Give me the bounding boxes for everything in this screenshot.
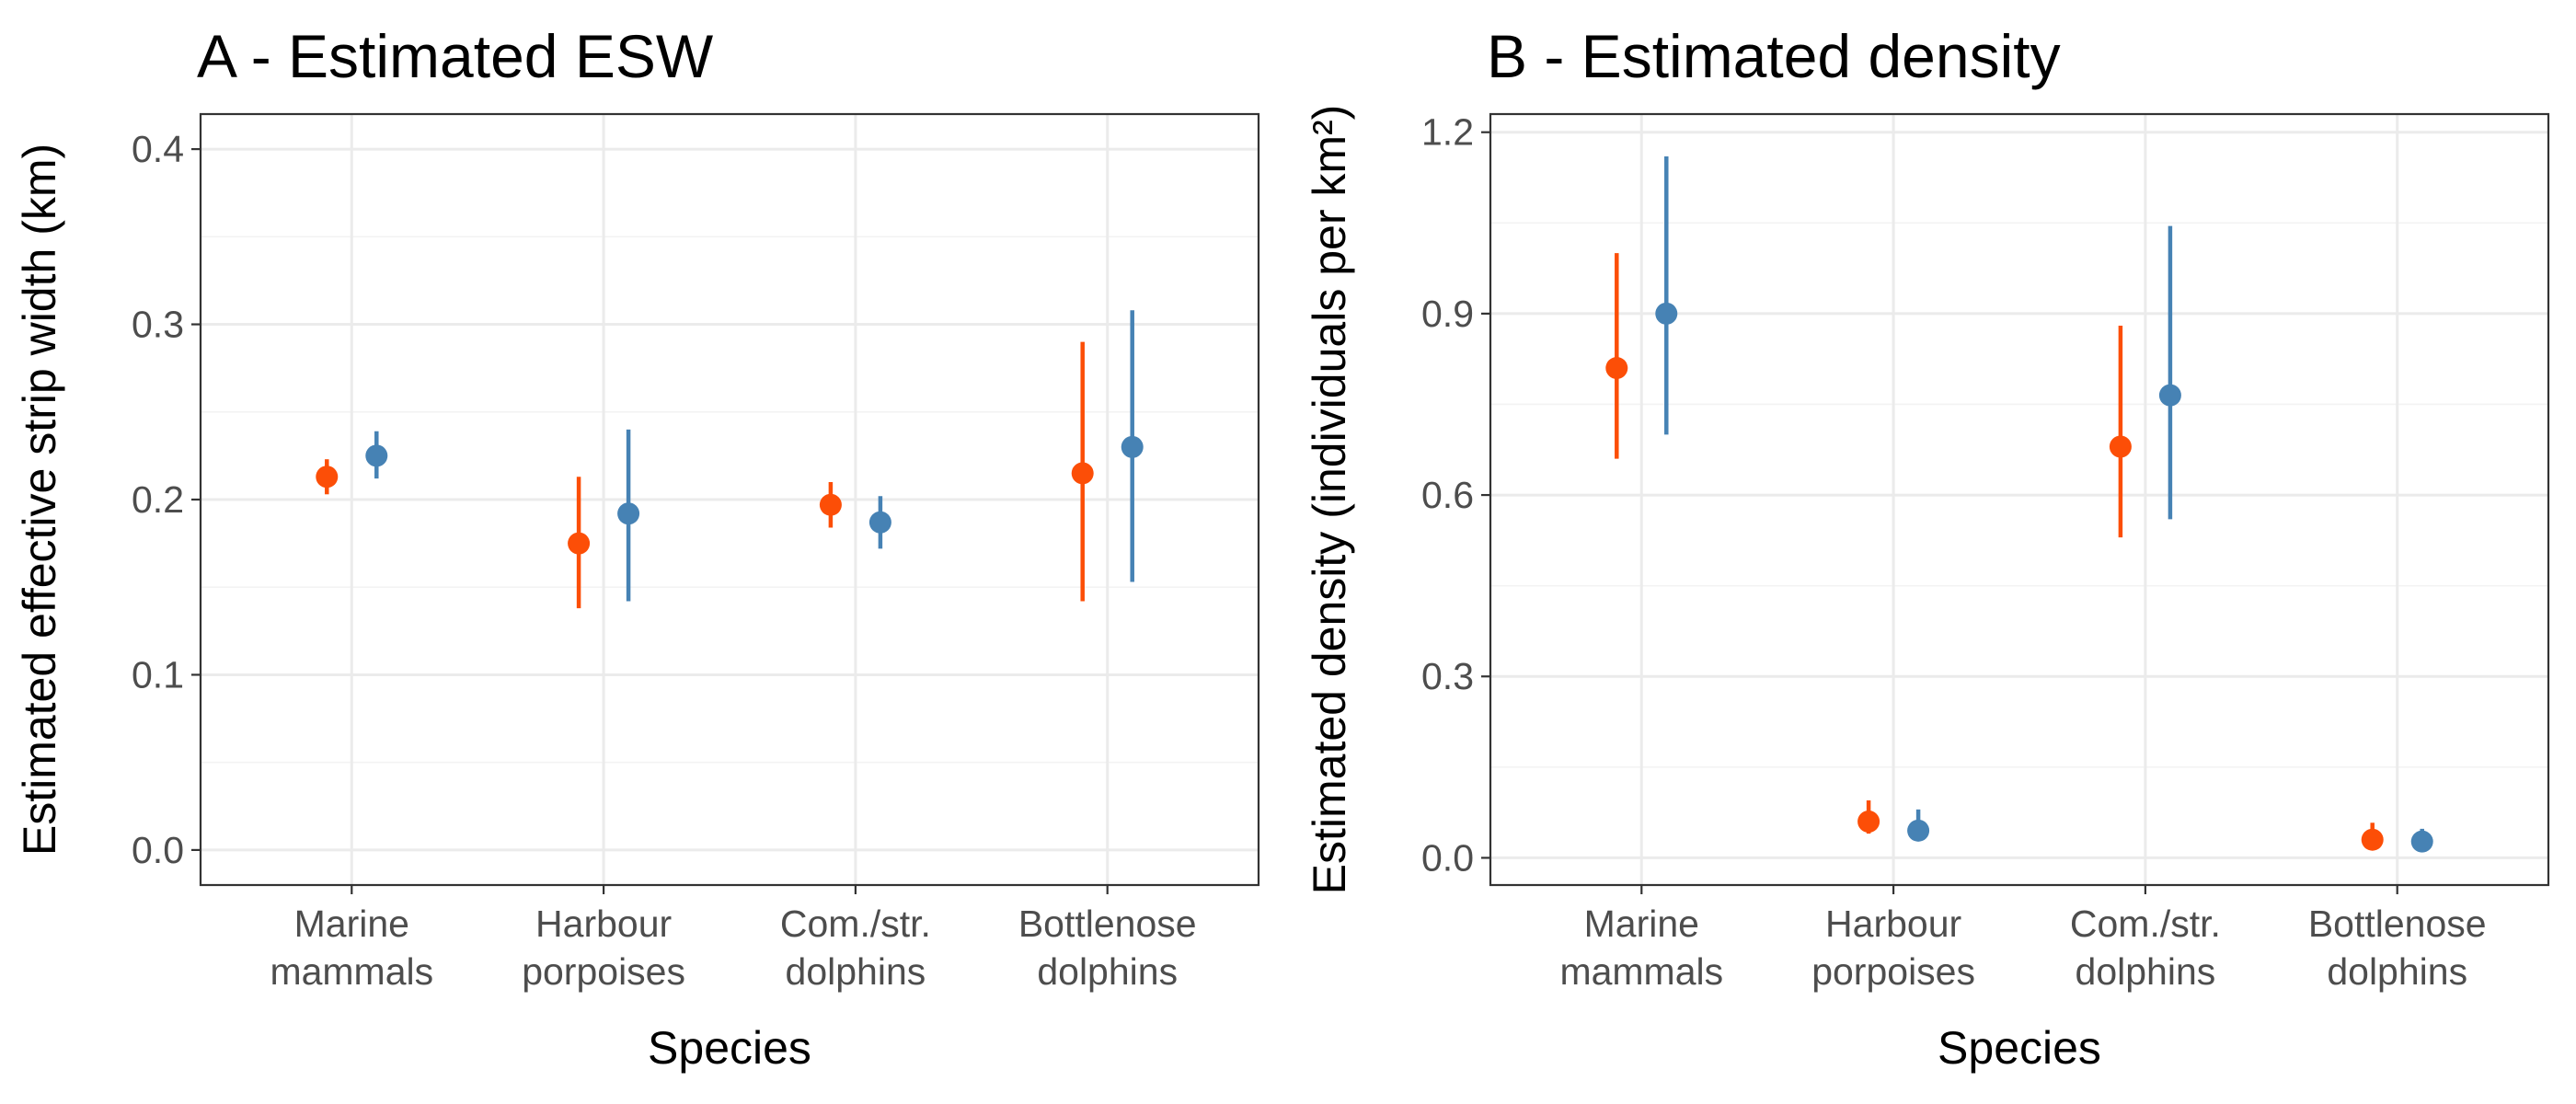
data-point [1655, 302, 1678, 325]
y-tick-label: 0.2 [132, 478, 184, 521]
x-tick-label-line: Bottlenose [2308, 903, 2487, 945]
data-point [2410, 830, 2433, 853]
x-tick-label: Bottlenose dolphins [1018, 903, 1197, 993]
y-tick-label: 0.1 [132, 653, 184, 696]
x-tick-label-line: Com./str. [2070, 903, 2221, 945]
chart-title: B - Estimated density [1487, 22, 2061, 90]
x-tick-label: Bottlenose dolphins [2308, 903, 2487, 993]
data-point [617, 502, 640, 525]
data-point [2361, 828, 2384, 851]
data-point [868, 511, 891, 534]
x-tick-label-line: Harbour [535, 903, 672, 945]
x-tick-label-line: dolphins [1037, 950, 1178, 993]
chart-panel-b: 0.0 0.3 0.6 0.9 1.2 Marine mammals Harbour porpo… [1304, 22, 2550, 1074]
y-tick-label: 0.3 [1421, 655, 1474, 697]
chart-title: A - Estimated ESW [197, 22, 714, 90]
y-axis-label: Estimated density (individuals per km²) [1304, 105, 1355, 895]
y-tick-label: 0.6 [1421, 474, 1474, 516]
y-tick-label: 0.3 [132, 304, 184, 346]
x-axis-label: Species [1938, 1022, 2101, 1074]
data-point [1071, 462, 1094, 485]
x-tick-label: Com./str. dolphins [2070, 903, 2221, 993]
y-tick-label: 0.4 [132, 128, 184, 170]
y-tick-label: 0.0 [132, 829, 184, 871]
data-point [1121, 435, 1144, 458]
data-point [365, 444, 388, 467]
x-tick-label-line: Com./str. [780, 903, 931, 945]
x-tick-label-line: mammals [1559, 950, 1723, 993]
data-point [2109, 435, 2132, 458]
x-tick-label-line: Marine [294, 903, 409, 945]
x-tick-label-line: dolphins [786, 950, 926, 993]
x-tick-label: Marine mammals [1559, 903, 1723, 993]
y-tick-label: 0.0 [1421, 836, 1474, 879]
data-point [568, 532, 591, 555]
chart-panel-a: 0.0 0.1 0.2 0.3 0.4 Marine mammals Harbour porpo… [14, 22, 1260, 1074]
x-tick-label-line: Marine [1584, 903, 1699, 945]
x-axis-label: Species [648, 1022, 811, 1074]
plot-background [1490, 114, 2548, 885]
panel-border [1489, 112, 2550, 887]
y-tick-label: 0.9 [1421, 293, 1474, 335]
x-tick-label-line: mammals [270, 950, 433, 993]
x-tick-label-line: dolphins [2076, 950, 2216, 993]
x-tick-label: Marine mammals [270, 903, 433, 993]
data-point [316, 466, 339, 489]
x-tick-label-line: porpoises [522, 950, 685, 993]
x-tick-label-line: Harbour [1825, 903, 1961, 945]
x-tick-label-line: Bottlenose [1018, 903, 1197, 945]
x-tick-label-line: porpoises [1811, 950, 1975, 993]
y-tick-label: 1.2 [1421, 111, 1474, 154]
data-point [1605, 357, 1628, 380]
data-point [1907, 819, 1930, 842]
data-point [2158, 384, 2181, 407]
x-tick-label-line: dolphins [2327, 950, 2467, 993]
x-tick-label: Harbour porpoises [1811, 903, 1975, 993]
x-tick-label: Harbour porpoises [522, 903, 685, 993]
y-axis-label: Estimated effective strip width (km) [14, 144, 65, 856]
x-tick-label: Com./str. dolphins [780, 903, 931, 993]
data-point [1857, 810, 1880, 833]
data-point [819, 493, 842, 516]
